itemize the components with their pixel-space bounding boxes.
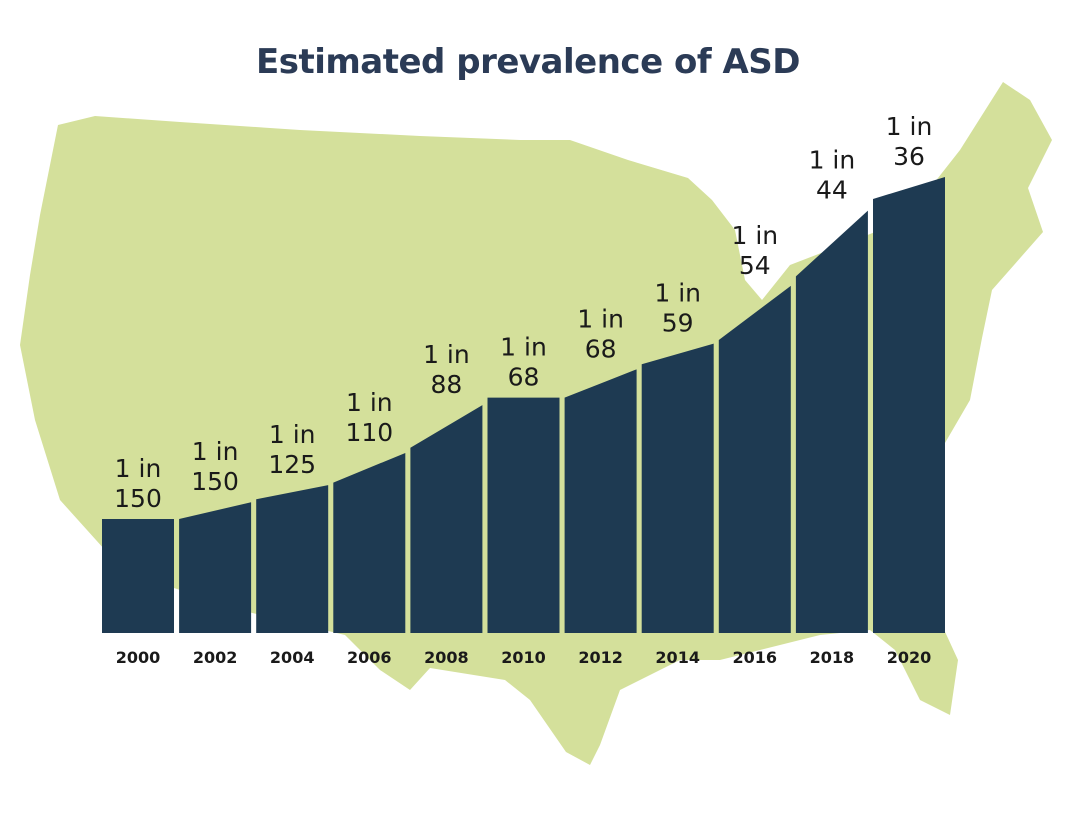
- x-tick-2002: 2002: [193, 648, 238, 667]
- value-label-prefix-2018: 1 in: [809, 146, 856, 175]
- value-label-2016: 54: [739, 251, 771, 280]
- x-tick-2016: 2016: [733, 648, 778, 667]
- value-label-2000: 150: [114, 484, 162, 513]
- value-label-prefix-2014: 1 in: [654, 279, 701, 308]
- x-tick-2006: 2006: [347, 648, 392, 667]
- x-tick-2018: 2018: [810, 648, 855, 667]
- value-label-2012: 68: [585, 334, 617, 363]
- x-tick-2014: 2014: [655, 648, 700, 667]
- x-tick-2012: 2012: [578, 648, 623, 667]
- value-label-prefix-2008: 1 in: [423, 340, 470, 369]
- bar-2000: [102, 519, 174, 633]
- value-label-prefix-2004: 1 in: [269, 420, 316, 449]
- value-label-2020: 36: [893, 142, 925, 171]
- x-tick-2000: 2000: [116, 648, 161, 667]
- bar-2002: [179, 502, 252, 633]
- value-label-2006: 110: [345, 418, 393, 447]
- bar-2010: [487, 397, 560, 633]
- value-label-prefix-2012: 1 in: [577, 304, 624, 333]
- value-label-2008: 88: [430, 370, 462, 399]
- value-label-prefix-2002: 1 in: [192, 437, 239, 466]
- x-tick-2004: 2004: [270, 648, 315, 667]
- value-label-2002: 150: [191, 467, 239, 496]
- value-label-2018: 44: [816, 176, 848, 205]
- x-tick-2008: 2008: [424, 648, 469, 667]
- bar-2008: [410, 405, 483, 633]
- bar-2016: [718, 285, 791, 633]
- value-label-prefix-2016: 1 in: [731, 221, 778, 250]
- value-label-2010: 68: [508, 363, 540, 392]
- x-axis-tick-labels: 2000 2002 2004 2006 2008 2010 2012 2014 2016 2018…: [116, 648, 932, 667]
- x-tick-2020: 2020: [887, 648, 932, 667]
- value-label-2014: 59: [662, 309, 694, 338]
- bar-2014: [641, 343, 714, 633]
- bar-2012: [564, 369, 637, 633]
- value-label-prefix-2010: 1 in: [500, 333, 547, 362]
- x-tick-2010: 2010: [501, 648, 546, 667]
- chart-title: Estimated prevalence of ASD: [256, 42, 800, 82]
- bars: [102, 177, 945, 633]
- bar-2004: [256, 485, 329, 633]
- bar-2006: [333, 452, 406, 633]
- bar-2018: [795, 210, 868, 633]
- bar-2020: [873, 177, 945, 633]
- value-label-prefix-2020: 1 in: [886, 112, 933, 141]
- value-label-prefix-2000: 1 in: [115, 454, 162, 483]
- value-label-prefix-2006: 1 in: [346, 388, 393, 417]
- value-label-2004: 125: [268, 450, 316, 479]
